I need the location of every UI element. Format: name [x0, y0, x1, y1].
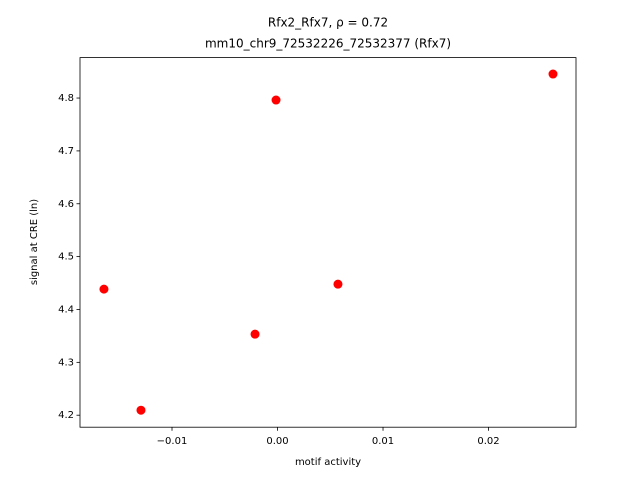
- y-tick-label: 4.8: [58, 93, 74, 104]
- chart-title: Rfx2_Rfx7, ρ = 0.72: [268, 16, 388, 30]
- x-tick-label: 0.02: [477, 436, 499, 447]
- scatter-point: [333, 279, 343, 289]
- scatter-point: [136, 405, 146, 415]
- x-axis-label: motif activity: [295, 457, 361, 468]
- y-tick-label: 4.6: [58, 199, 74, 210]
- y-tick-label: 4.4: [58, 304, 74, 315]
- plot-frame: [79, 57, 577, 428]
- scatter-point: [99, 284, 109, 294]
- y-tick-label: 4.7: [58, 146, 74, 157]
- y-axis-label: signal at CRE (ln): [29, 199, 40, 285]
- y-tick-label: 4.5: [58, 252, 74, 263]
- x-tick-label: 0.01: [372, 436, 394, 447]
- scatter-point: [548, 69, 558, 79]
- scatter-point: [250, 329, 260, 339]
- x-tick-label: −0.01: [157, 436, 188, 447]
- chart-subtitle: mm10_chr9_72532226_72532377 (Rfx7): [205, 37, 451, 51]
- y-tick-label: 4.3: [58, 357, 74, 368]
- y-tick-label: 4.2: [58, 410, 74, 421]
- scatter-point: [271, 95, 281, 105]
- x-tick-label: 0.00: [266, 436, 288, 447]
